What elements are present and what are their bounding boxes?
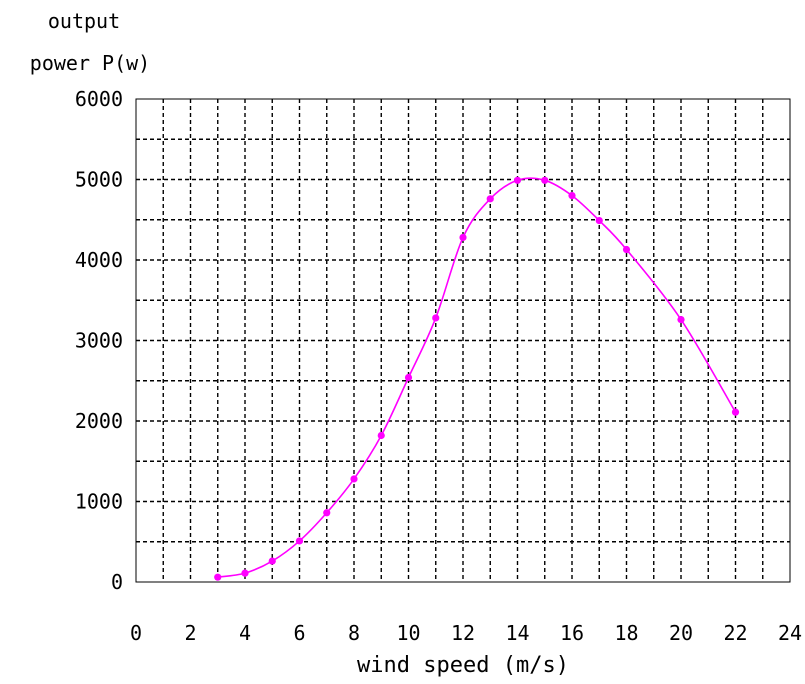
y-axis-label-line1: output bbox=[48, 9, 120, 33]
x-tick-label: 24 bbox=[778, 621, 802, 645]
data-point-marker bbox=[622, 245, 631, 254]
x-tick-label: 6 bbox=[293, 621, 305, 645]
y-tick-label: 5000 bbox=[75, 168, 123, 192]
series-power-curve bbox=[214, 176, 740, 581]
y-axis-ticks: 0 1000 2000 3000 4000 5000 6000 bbox=[75, 87, 123, 594]
series-line bbox=[217, 177, 737, 578]
data-point-marker bbox=[677, 315, 685, 324]
data-point-marker bbox=[214, 573, 222, 581]
data-point-marker bbox=[268, 557, 276, 565]
data-point-marker bbox=[568, 192, 576, 200]
x-tick-label: 12 bbox=[451, 621, 475, 645]
y-tick-label: 6000 bbox=[75, 87, 123, 111]
x-axis-ticks: 0 2 4 6 8 10 12 14 16 18 20 22 24 bbox=[130, 621, 802, 645]
data-point-marker bbox=[432, 314, 440, 322]
data-point-marker bbox=[486, 195, 494, 203]
x-tick-label: 16 bbox=[560, 621, 584, 645]
data-point-marker bbox=[595, 216, 603, 225]
data-point-marker bbox=[241, 569, 249, 577]
data-point-marker bbox=[323, 509, 331, 517]
data-point-marker bbox=[295, 537, 304, 545]
y-tick-label: 3000 bbox=[75, 329, 123, 353]
data-point-marker bbox=[377, 431, 385, 440]
x-tick-label: 18 bbox=[614, 621, 638, 645]
y-tick-label: 1000 bbox=[75, 490, 123, 514]
x-tick-label: 0 bbox=[130, 621, 142, 645]
plot-frame bbox=[135, 98, 791, 583]
data-point-marker bbox=[350, 475, 358, 483]
data-point-marker bbox=[404, 373, 413, 382]
x-tick-label: 2 bbox=[184, 621, 196, 645]
x-tick-label: 14 bbox=[505, 621, 529, 645]
data-point-marker bbox=[513, 176, 522, 184]
x-tick-label: 20 bbox=[669, 621, 693, 645]
data-point-marker bbox=[541, 176, 549, 184]
x-axis-label: wind speed (m/s) bbox=[357, 653, 569, 678]
y-tick-label: 2000 bbox=[75, 409, 123, 433]
data-point-marker bbox=[459, 233, 467, 242]
x-tick-label: 10 bbox=[396, 621, 420, 645]
grid bbox=[136, 99, 790, 582]
x-tick-label: 8 bbox=[348, 621, 360, 645]
y-tick-label: 4000 bbox=[75, 248, 123, 272]
y-tick-label: 0 bbox=[111, 570, 123, 594]
x-tick-label: 4 bbox=[239, 621, 251, 645]
data-point-marker bbox=[731, 408, 740, 416]
x-tick-label: 22 bbox=[723, 621, 747, 645]
y-axis-label-line2: power P(w) bbox=[30, 51, 150, 75]
